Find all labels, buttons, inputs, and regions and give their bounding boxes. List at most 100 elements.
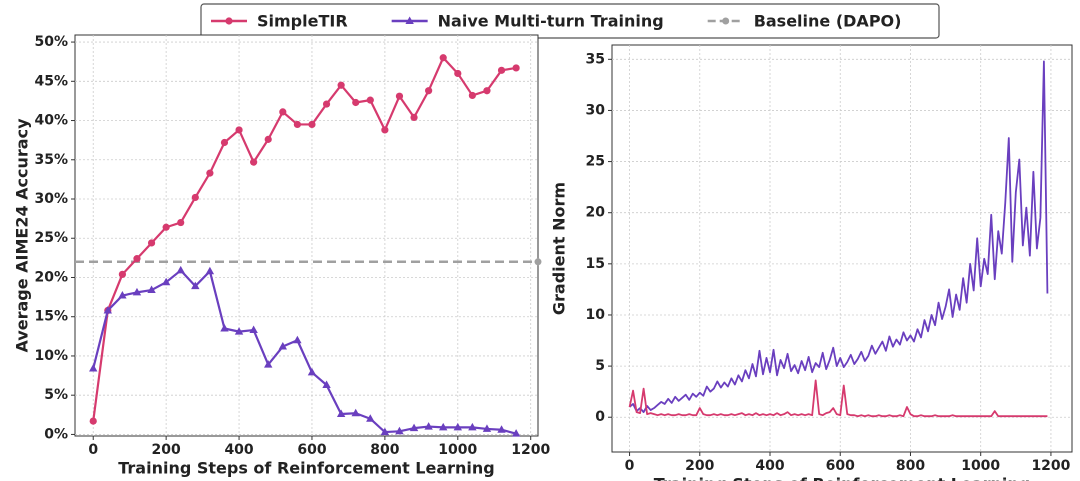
- y-tick-label: 10: [586, 307, 606, 323]
- marker: [234, 327, 244, 335]
- y-tick-label: 20%: [34, 269, 68, 285]
- marker: [439, 422, 448, 431]
- marker: [425, 87, 433, 95]
- y-tick-label: 40%: [34, 113, 68, 129]
- marker: [118, 291, 127, 299]
- y-axis-label: Gradient Norm: [550, 182, 569, 315]
- x-tick-label: 200: [152, 442, 181, 458]
- x-tick-label: 0: [625, 458, 635, 474]
- marker: [220, 323, 229, 332]
- marker: [468, 91, 476, 100]
- y-tick-label: 45%: [34, 73, 68, 89]
- y-tick-label: 30: [586, 102, 606, 118]
- marker: [176, 265, 185, 274]
- marker: [497, 66, 506, 74]
- x-tick-label: 400: [224, 442, 253, 458]
- y-tick-label: 15%: [34, 309, 68, 325]
- marker: [191, 281, 200, 290]
- baseline-end: [534, 258, 542, 266]
- x-axis-label: Training Steps of Reinforcement Learning: [118, 459, 495, 478]
- marker: [103, 305, 113, 314]
- marker: [322, 380, 331, 388]
- y-tick-label: 25: [586, 154, 605, 170]
- marker: [249, 325, 258, 334]
- marker: [264, 360, 273, 368]
- marker: [132, 287, 142, 296]
- y-tick-label: 5%: [44, 387, 68, 403]
- marker: [381, 126, 389, 134]
- y-tick-label: 5: [595, 358, 605, 374]
- x-tick-label: 0: [88, 442, 98, 458]
- x-tick-label: 1000: [438, 442, 477, 458]
- marker: [395, 92, 404, 100]
- marker: [279, 108, 287, 116]
- marker: [191, 193, 199, 202]
- x-tick-label: 1200: [511, 442, 550, 458]
- marker: [308, 120, 316, 129]
- marker: [225, 17, 233, 25]
- y-tick-label: 15: [586, 256, 605, 272]
- marker: [205, 266, 215, 275]
- marker: [454, 69, 462, 78]
- marker: [468, 422, 477, 431]
- marker: [206, 169, 214, 177]
- marker: [337, 81, 345, 89]
- series-line: [628, 60, 1049, 414]
- marker: [352, 98, 360, 107]
- marker: [366, 414, 375, 422]
- marker: [162, 223, 170, 231]
- marker: [264, 135, 272, 143]
- x-tick-label: 200: [685, 458, 714, 474]
- marker: [483, 87, 491, 95]
- marker: [366, 96, 374, 104]
- x-tick-label: 600: [826, 458, 855, 474]
- y-tick-label: 0%: [44, 426, 68, 442]
- y-tick-label: 35%: [34, 152, 68, 168]
- y-tick-label: 0: [595, 409, 605, 425]
- legend-label: Naive Multi-turn Training: [438, 12, 664, 31]
- marker: [147, 239, 156, 247]
- marker: [89, 417, 97, 425]
- x-tick-label: 800: [370, 442, 399, 458]
- x-tick-label: 600: [297, 442, 326, 458]
- marker: [512, 64, 520, 72]
- y-tick-label: 25%: [34, 230, 68, 246]
- marker: [177, 218, 185, 227]
- y-tick-label: 10%: [34, 348, 68, 364]
- plot-frame: [611, 44, 1073, 453]
- marker: [395, 426, 404, 435]
- marker: [147, 285, 156, 294]
- marker: [307, 367, 317, 376]
- x-tick-label: 400: [755, 458, 784, 474]
- marker: [336, 409, 346, 418]
- marker: [380, 427, 390, 436]
- legend-label: Baseline (DAPO): [754, 12, 902, 31]
- marker: [235, 126, 243, 134]
- marker: [293, 120, 301, 129]
- marker: [118, 270, 126, 278]
- marker: [409, 423, 419, 432]
- legend-label: SimpleTIR: [257, 12, 348, 31]
- marker: [220, 138, 229, 147]
- marker: [424, 422, 433, 430]
- y-tick-label: 50%: [34, 34, 68, 50]
- marker: [322, 100, 331, 108]
- marker: [410, 113, 418, 121]
- x-tick-label: 1000: [961, 458, 1000, 474]
- marker: [293, 335, 302, 344]
- y-tick-label: 20: [586, 205, 606, 221]
- marker: [161, 277, 171, 286]
- marker: [351, 408, 360, 417]
- x-axis-label: Training Steps of Reinforcement Learning: [654, 475, 1031, 481]
- x-tick-label: 1200: [1031, 458, 1070, 474]
- marker: [497, 425, 506, 433]
- y-tick-label: 30%: [34, 191, 68, 207]
- marker: [453, 422, 462, 431]
- y-tick-label: 35: [586, 51, 605, 67]
- marker: [439, 54, 447, 62]
- x-tick-label: 800: [896, 458, 925, 474]
- legend-dot: [722, 17, 730, 25]
- marker: [133, 255, 141, 263]
- marker: [89, 364, 98, 372]
